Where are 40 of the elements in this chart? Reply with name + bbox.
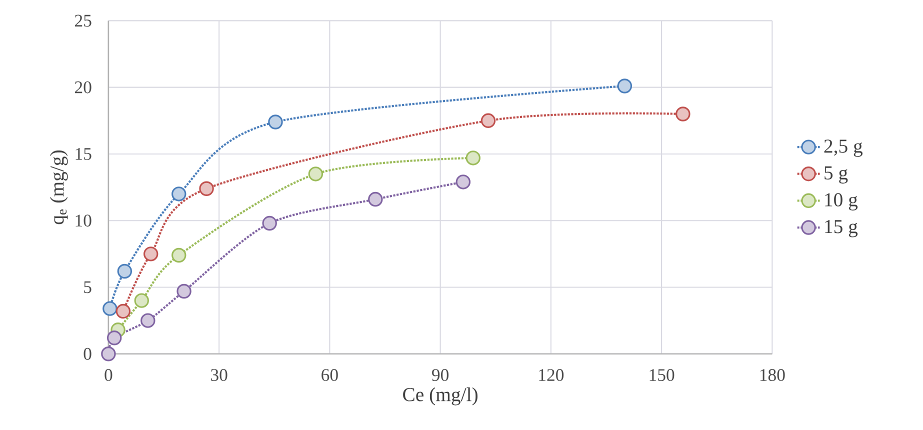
point xyxy=(172,248,186,263)
y-tick-label: 0 xyxy=(84,348,92,360)
point xyxy=(308,166,324,182)
point xyxy=(134,293,149,308)
x-tick-label: 30 xyxy=(211,369,228,382)
point xyxy=(143,246,158,262)
x-tick-label: 0 xyxy=(104,369,112,382)
x-tick-label: 150 xyxy=(650,369,674,382)
x-tick-label: 90 xyxy=(432,369,449,382)
point xyxy=(101,346,116,362)
point xyxy=(116,304,131,319)
point xyxy=(140,313,156,328)
point xyxy=(676,106,690,122)
y-tick-label: 15 xyxy=(76,148,92,160)
x-tick-label: 60 xyxy=(322,369,338,382)
point xyxy=(106,330,122,346)
point xyxy=(102,301,118,316)
point xyxy=(172,186,186,202)
legend-label: 15 g xyxy=(825,220,858,238)
point xyxy=(368,192,383,207)
point xyxy=(262,216,277,231)
x-axis-title: Ce (mg/l) xyxy=(403,388,478,406)
x-tick-label: 180 xyxy=(760,369,785,382)
y-tick-label: 5 xyxy=(84,281,92,294)
y-axis-title: q$_{e}$ (mg/g) xyxy=(50,150,68,224)
x-tick-label: 120 xyxy=(539,369,564,382)
y-tick-label: 10 xyxy=(76,214,92,227)
y-tick-label: 25 xyxy=(75,14,92,27)
point xyxy=(117,264,132,279)
point xyxy=(480,113,496,128)
point xyxy=(199,181,214,196)
point xyxy=(617,78,632,94)
point xyxy=(176,284,192,299)
legend-label: 2,5 g xyxy=(824,140,863,157)
legend-label: 10 g xyxy=(825,193,858,211)
y-tick-label: 20 xyxy=(75,81,92,94)
point xyxy=(456,174,471,190)
point xyxy=(466,150,480,166)
legend-label: 5 g xyxy=(824,166,848,184)
point xyxy=(268,114,283,130)
